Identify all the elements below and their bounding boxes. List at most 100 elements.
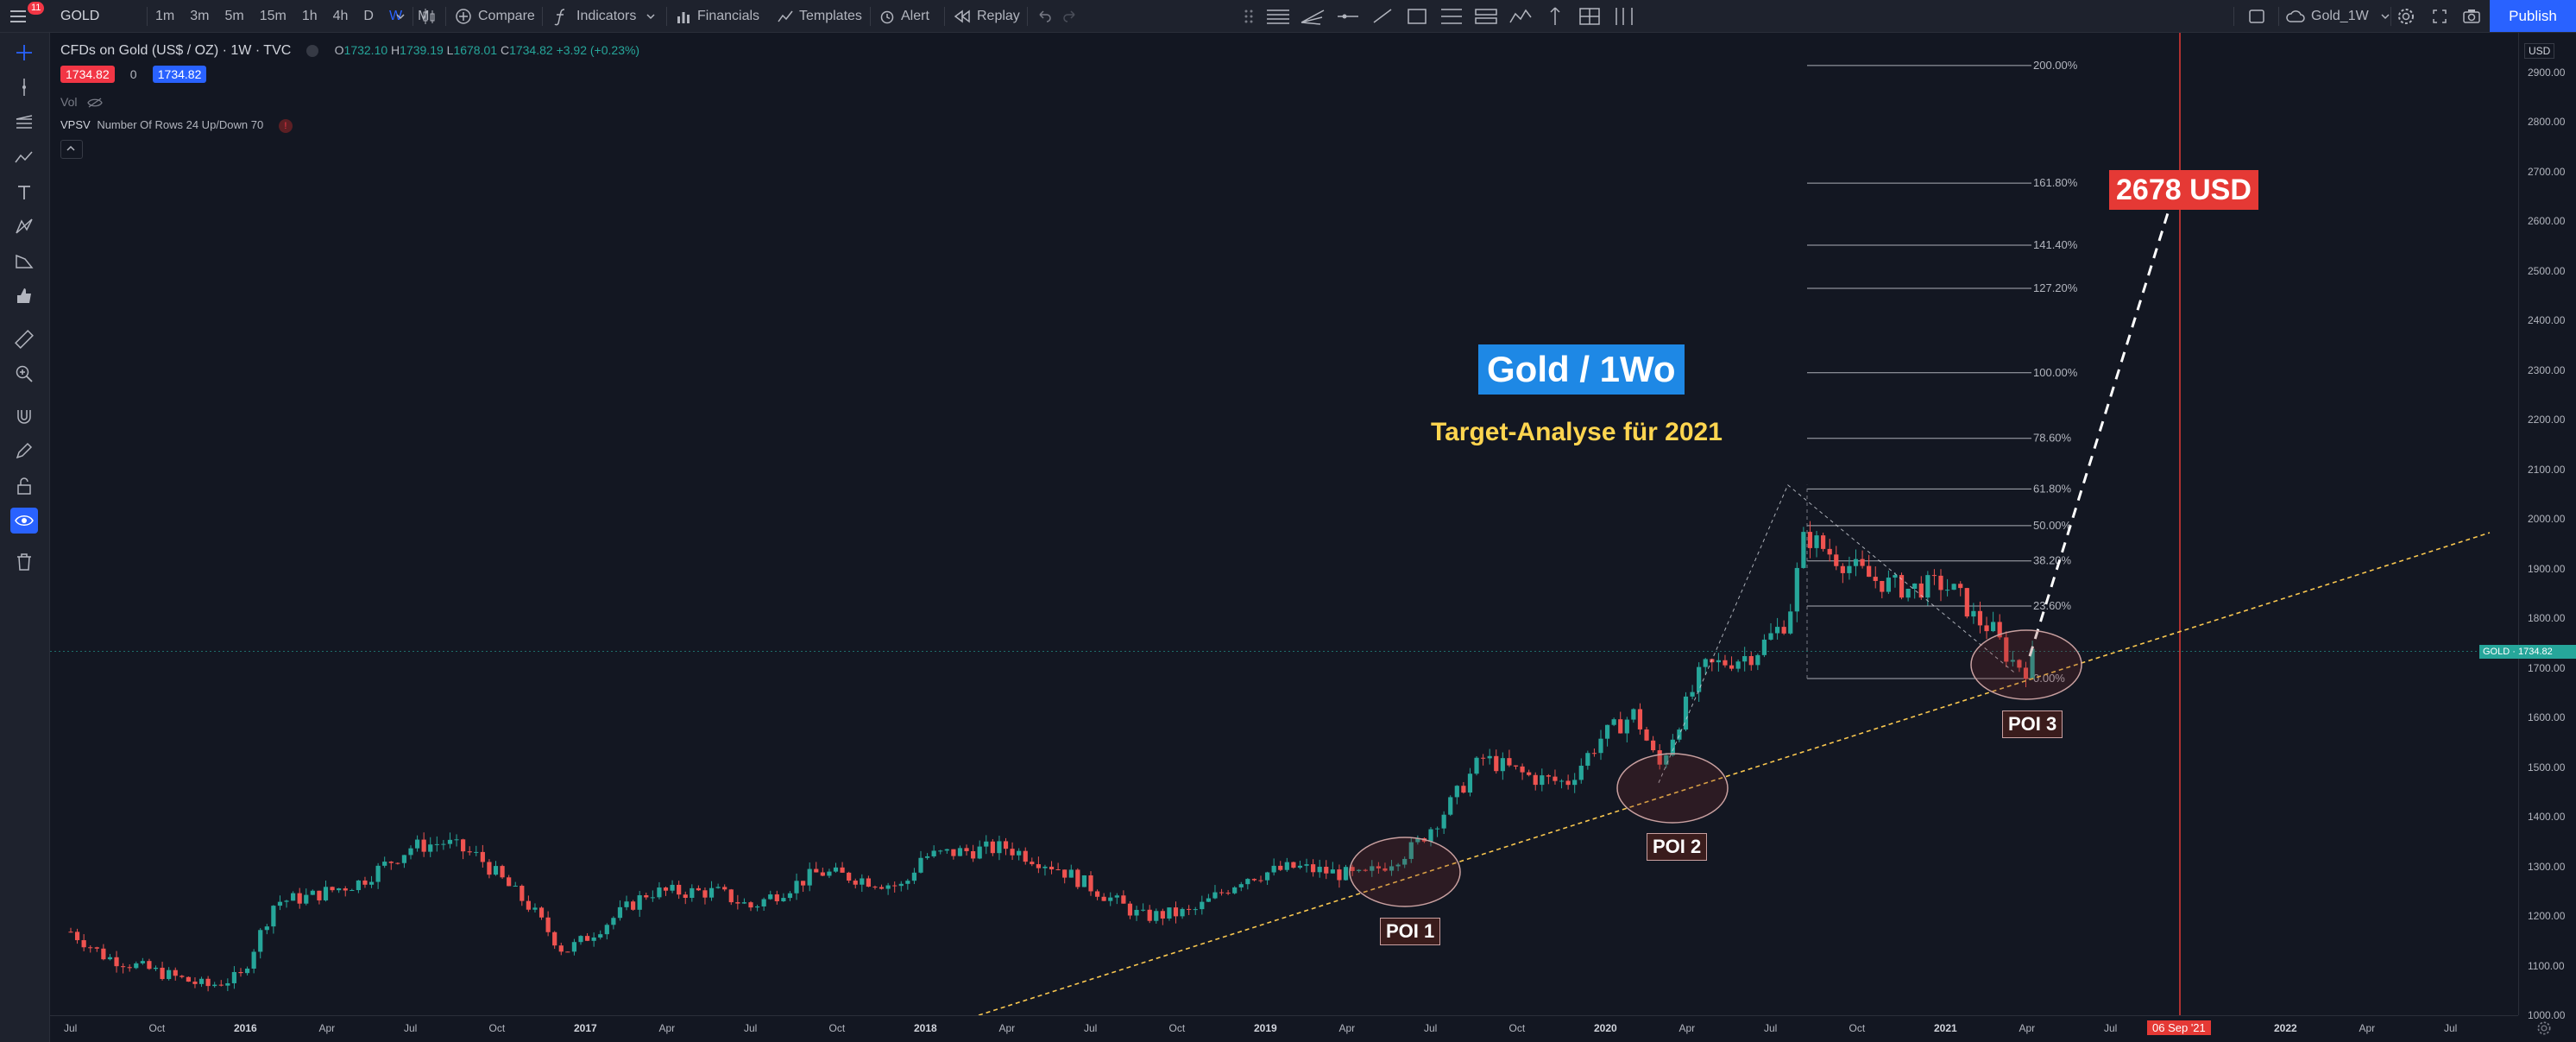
candle-body — [696, 887, 701, 891]
candle-body — [1631, 709, 1636, 720]
prediction-tool[interactable] — [10, 249, 38, 275]
price-range-icon[interactable] — [1540, 5, 1571, 28]
fib-level-label: 100.00% — [2033, 366, 2078, 379]
fib-retracement-icon[interactable] — [1436, 5, 1467, 28]
fib-tool[interactable] — [10, 111, 38, 136]
text-tool[interactable] — [10, 180, 38, 205]
pitchfork-icon[interactable] — [1298, 5, 1329, 28]
legend-settings[interactable] — [306, 45, 319, 58]
interval-5m[interactable]: 5m — [224, 8, 244, 23]
interval-4h[interactable]: 4h — [332, 8, 349, 23]
toolbar-divider — [445, 7, 446, 26]
undo-button[interactable] — [1036, 0, 1053, 32]
vpsv-label[interactable]: VPSV — [60, 118, 91, 131]
measure-tool[interactable] — [10, 326, 38, 352]
headline-label[interactable]: Gold / 1Wo — [1478, 344, 1685, 395]
zoom-tool[interactable] — [10, 361, 38, 387]
high-label: H — [391, 43, 400, 57]
fib-retracement[interactable]: 200.00% 161.80% 141.40% 127.20% 100.00% 78.60… — [1806, 59, 2078, 685]
candle-body — [624, 901, 629, 907]
error-icon[interactable]: ! — [278, 119, 293, 133]
interval-D[interactable]: D — [363, 8, 374, 23]
time-axis[interactable]: Jul Oct 2016 Apr Jul Oct 2017 Apr Jul Oct 2018 Apr J… — [50, 1015, 2551, 1042]
gann-box-icon[interactable] — [1574, 5, 1605, 28]
interval-15m[interactable]: 15m — [259, 8, 287, 23]
interval-1m[interactable]: 1m — [155, 8, 175, 23]
subtitle-label[interactable]: Target-Analyse für 2021 — [1431, 418, 1723, 446]
trend-line-icon[interactable] — [1367, 5, 1398, 28]
price-axis[interactable]: USD 2900.00 2800.00 2700.00 2600.00 2500.00 2… — [2479, 33, 2576, 1021]
volume-label[interactable]: Vol — [60, 95, 78, 109]
horizontal-ray-icon[interactable] — [1332, 5, 1364, 28]
price-tick-label: 2300.00 — [2528, 363, 2566, 376]
candle-body — [434, 843, 439, 845]
candle-body — [244, 968, 250, 974]
shapes-tool[interactable] — [10, 214, 38, 240]
interval-3m[interactable]: 3m — [190, 8, 210, 23]
save-layout-button[interactable]: Gold_1W — [2285, 0, 2391, 32]
candle-body — [1781, 627, 1786, 634]
replay-button[interactable]: Replay — [953, 0, 1020, 32]
candle-body — [1977, 610, 1983, 626]
bid-price[interactable]: 1734.82 — [60, 66, 115, 83]
poi-1-label[interactable]: POI 1 — [1380, 918, 1441, 945]
layout-button[interactable] — [2247, 0, 2266, 32]
trend-line-tool[interactable] — [10, 74, 38, 100]
interval-1h[interactable]: 1h — [301, 8, 318, 23]
fib-channel-icon[interactable] — [1263, 5, 1294, 28]
price-tick-label: 2700.00 — [2528, 165, 2566, 178]
candle-body — [1461, 786, 1466, 793]
chart-settings-button[interactable] — [2535, 1020, 2553, 1041]
candle-body — [1958, 584, 1963, 589]
interval-dropdown[interactable] — [395, 0, 406, 32]
ask-price[interactable]: 1734.82 — [152, 66, 207, 83]
lock-tool[interactable] — [10, 473, 38, 499]
candle-body — [1827, 548, 1832, 555]
candle-body — [1154, 911, 1159, 921]
alert-button[interactable]: Alert — [879, 0, 929, 32]
compare-button[interactable]: Compare — [454, 0, 535, 32]
alarm-clock-icon — [880, 10, 894, 23]
candle-body — [1984, 625, 1989, 632]
range-icon[interactable] — [1471, 5, 1502, 28]
price-tick-label: 2200.00 — [2528, 414, 2566, 426]
pattern-tool[interactable] — [10, 145, 38, 171]
rectangle-icon[interactable] — [1401, 5, 1433, 28]
fib-timezone-icon[interactable] — [1609, 5, 1640, 28]
redo-button[interactable] — [1061, 0, 1079, 32]
publish-button[interactable]: Publish — [2490, 0, 2576, 32]
hide-drawings-tool[interactable] — [10, 508, 38, 534]
target-price-label[interactable]: 2678 USD — [2109, 170, 2258, 210]
indicators-button[interactable]: Indicators — [552, 0, 657, 32]
collapse-legend-button[interactable] — [60, 140, 83, 159]
candle-body — [1585, 753, 1590, 766]
settings-button[interactable] — [2396, 0, 2416, 32]
financials-button[interactable]: Financials — [675, 0, 759, 32]
poi-2-label[interactable]: POI 2 — [1647, 833, 1708, 861]
eye-hidden-icon[interactable] — [87, 97, 104, 109]
symbol-search[interactable]: GOLD — [60, 8, 100, 23]
candle-body — [545, 917, 551, 932]
interval-W[interactable]: W — [388, 8, 403, 23]
poi-3-label[interactable]: POI 3 — [2002, 710, 2063, 738]
templates-button[interactable]: Templates — [777, 0, 862, 32]
candle-body — [1971, 610, 1976, 617]
chart-drawings[interactable] — [978, 201, 2491, 1016]
brush-icon[interactable] — [1505, 5, 1536, 28]
icons-tool[interactable] — [10, 283, 38, 309]
stay-in-drawing-tool[interactable] — [10, 439, 38, 464]
candle-body — [1481, 757, 1486, 759]
menu-button[interactable]: 11 — [9, 0, 45, 32]
remove-drawings-tool[interactable] — [10, 549, 38, 575]
candle-body — [1271, 865, 1276, 873]
candle-body — [1311, 864, 1316, 873]
series-title[interactable]: CFDs on Gold (US$ / OZ) · 1W · TVC — [60, 43, 292, 58]
currency-label[interactable]: USD — [2524, 43, 2555, 59]
chart-type-button[interactable] — [419, 0, 438, 32]
fullscreen-button[interactable] — [2430, 0, 2449, 32]
crosshair-tool[interactable] — [10, 40, 38, 66]
snapshot-button[interactable] — [2461, 0, 2482, 32]
drag-handle-icon[interactable] — [1243, 7, 1255, 26]
magnet-tool[interactable] — [10, 404, 38, 430]
